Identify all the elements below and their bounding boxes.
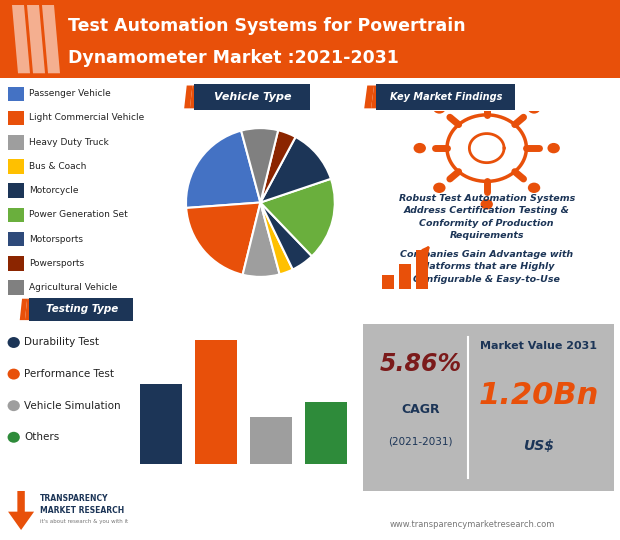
Text: Power Generation Set: Power Generation Set: [29, 210, 128, 219]
Polygon shape: [184, 85, 192, 109]
Text: Others: Others: [24, 432, 59, 442]
Wedge shape: [260, 137, 331, 202]
Text: Key Market Findings: Key Market Findings: [390, 92, 502, 102]
Text: Dynamometer Market :2021-2031: Dynamometer Market :2021-2031: [68, 49, 399, 67]
Wedge shape: [260, 130, 296, 202]
Bar: [8, 135, 24, 150]
Polygon shape: [8, 491, 34, 530]
Wedge shape: [241, 128, 278, 202]
Polygon shape: [25, 299, 32, 320]
Text: Heavy Duty Truck: Heavy Duty Truck: [29, 138, 108, 147]
Bar: [8, 280, 24, 295]
Text: Durability Test: Durability Test: [24, 338, 99, 348]
Text: Robust Test Automation Systems
Address Certification Testing &
Conformity of Pro: Robust Test Automation Systems Address C…: [399, 194, 575, 240]
Circle shape: [480, 87, 493, 97]
Text: US$: US$: [523, 439, 554, 453]
Bar: [8, 111, 24, 125]
Text: Performance Test: Performance Test: [24, 369, 114, 379]
Bar: [8, 256, 24, 271]
Text: TRANSPARENCY: TRANSPARENCY: [40, 494, 108, 503]
Bar: [382, 275, 394, 289]
Circle shape: [7, 432, 20, 443]
Text: Light Commercial Vehicle: Light Commercial Vehicle: [29, 113, 144, 123]
Polygon shape: [12, 5, 30, 73]
Text: it's about research & you with it: it's about research & you with it: [40, 519, 128, 524]
Polygon shape: [190, 85, 198, 109]
Bar: [8, 159, 24, 174]
Circle shape: [433, 103, 446, 113]
Text: (2021-2031): (2021-2031): [388, 436, 453, 446]
Wedge shape: [260, 179, 335, 256]
Wedge shape: [260, 202, 293, 274]
Text: Agricultural Vehicle: Agricultural Vehicle: [29, 283, 117, 292]
Text: Test Automation Systems for Powertrain: Test Automation Systems for Powertrain: [68, 17, 466, 35]
Circle shape: [7, 337, 20, 348]
Circle shape: [433, 183, 446, 193]
Circle shape: [547, 143, 560, 153]
Circle shape: [480, 199, 493, 210]
Wedge shape: [186, 131, 260, 208]
Text: Motorcycle: Motorcycle: [29, 186, 78, 195]
Circle shape: [7, 369, 20, 380]
Text: 1.20Bn: 1.20Bn: [478, 381, 599, 410]
Bar: [8, 184, 24, 198]
Wedge shape: [186, 202, 260, 275]
Bar: [8, 207, 24, 222]
Text: Testing Type: Testing Type: [45, 305, 118, 314]
Wedge shape: [260, 202, 312, 269]
Text: Passenger Vehicle: Passenger Vehicle: [29, 89, 110, 98]
Text: Vehicle Simulation: Vehicle Simulation: [24, 401, 120, 411]
Text: 5.86%: 5.86%: [379, 352, 461, 376]
Polygon shape: [20, 299, 27, 320]
Bar: [415, 250, 428, 289]
Wedge shape: [242, 202, 280, 277]
Polygon shape: [364, 85, 374, 109]
Text: Bus & Coach: Bus & Coach: [29, 162, 86, 171]
Bar: [8, 232, 24, 246]
Bar: [305, 402, 347, 464]
Circle shape: [528, 183, 540, 193]
Bar: [140, 383, 182, 464]
Text: Companies Gain Advantage with
Platforms that are Highly
Configurable & Easy-to-U: Companies Gain Advantage with Platforms …: [400, 250, 574, 284]
Text: MARKET RESEARCH: MARKET RESEARCH: [40, 506, 124, 515]
Text: CAGR: CAGR: [401, 403, 440, 416]
Circle shape: [528, 103, 540, 113]
FancyBboxPatch shape: [355, 319, 620, 496]
Text: Market Value 2031: Market Value 2031: [480, 341, 597, 351]
Text: Motorsports: Motorsports: [29, 234, 82, 244]
Polygon shape: [371, 85, 381, 109]
Circle shape: [7, 400, 20, 411]
Circle shape: [414, 143, 426, 153]
Polygon shape: [42, 5, 60, 73]
Bar: [195, 340, 237, 464]
Bar: [399, 264, 411, 289]
Text: www.transparencymarketresearch.com: www.transparencymarketresearch.com: [389, 521, 555, 529]
Bar: [250, 417, 292, 464]
Polygon shape: [27, 5, 45, 73]
Text: Vehicle Type: Vehicle Type: [214, 92, 291, 102]
Text: Powersports: Powersports: [29, 259, 84, 268]
Bar: [8, 86, 24, 101]
